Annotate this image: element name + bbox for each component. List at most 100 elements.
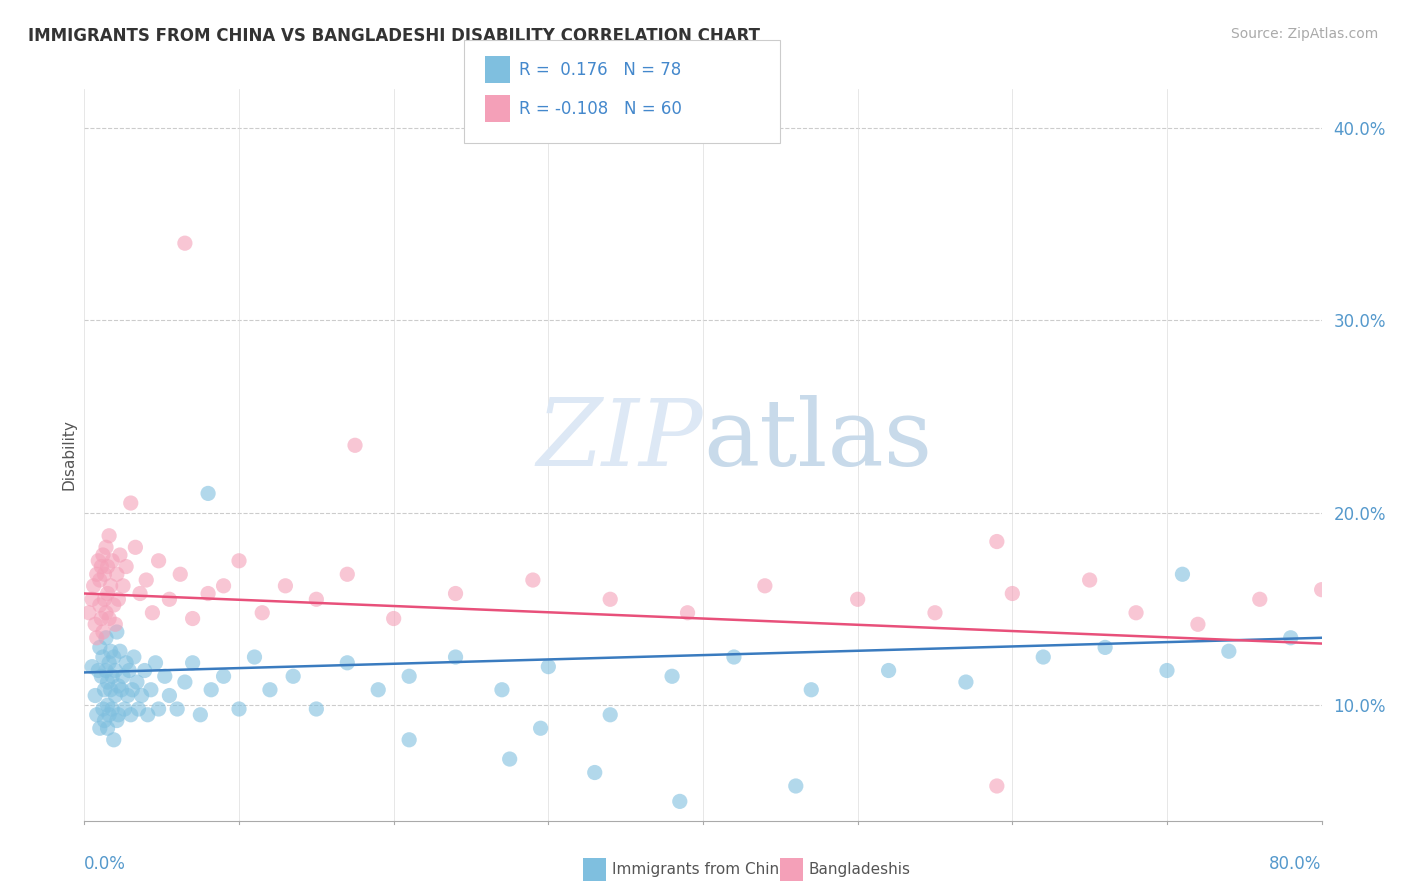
Point (212, 579, 235, 593)
Point (101, 554, 124, 568)
Point (103, 598, 125, 612)
Point (91, 702, 114, 716)
Y-axis label: Disability: Disability (60, 419, 76, 491)
Text: 0.0%: 0.0% (84, 855, 127, 873)
Point (98, 529, 121, 543)
Point (200, 682, 222, 697)
Point (181, 656, 204, 670)
Point (174, 675, 197, 690)
Point (98, 656, 121, 670)
Point (1125, 606, 1147, 620)
Point (188, 707, 211, 722)
Point (159, 592, 180, 607)
Point (259, 682, 281, 697)
Point (1078, 573, 1101, 587)
Point (145, 656, 167, 670)
Point (181, 611, 204, 625)
Point (82, 592, 104, 607)
Point (1156, 664, 1178, 678)
Point (120, 707, 142, 722)
Point (583, 765, 606, 780)
Point (93, 714, 115, 728)
Text: atlas: atlas (703, 395, 932, 485)
Point (115, 656, 138, 670)
Point (1249, 592, 1271, 607)
Point (94, 606, 117, 620)
Point (94, 631, 117, 645)
Point (1187, 617, 1209, 632)
Point (112, 669, 135, 683)
Point (103, 650, 125, 665)
Text: Source: ZipAtlas.com: Source: ZipAtlas.com (1230, 27, 1378, 41)
Point (101, 702, 124, 716)
Point (537, 659, 560, 673)
Point (96, 675, 118, 690)
Point (96, 698, 118, 713)
Point (800, 682, 823, 697)
Point (96, 721, 118, 735)
Text: Immigrants from China: Immigrants from China (612, 863, 789, 877)
Point (1218, 644, 1240, 658)
Point (1001, 586, 1024, 600)
Point (121, 682, 143, 697)
Point (89, 573, 111, 587)
Point (136, 707, 159, 722)
Point (89, 640, 111, 655)
Point (91, 625, 114, 640)
Point (274, 579, 297, 593)
Point (398, 732, 420, 747)
Point (955, 675, 977, 690)
Point (90, 559, 112, 574)
Point (94, 541, 117, 555)
Point (104, 617, 127, 632)
Point (669, 794, 692, 808)
Point (159, 689, 180, 703)
Point (212, 669, 235, 683)
Point (1171, 567, 1194, 582)
Point (93, 567, 115, 582)
Point (120, 496, 142, 510)
Point (127, 702, 149, 716)
Point (90, 611, 112, 625)
Point (100, 644, 122, 658)
Point (86, 567, 108, 582)
Point (723, 650, 745, 665)
Point (134, 664, 156, 678)
Point (114, 702, 136, 716)
Point (108, 548, 131, 562)
Point (93, 682, 115, 697)
Point (96, 586, 118, 600)
Point (250, 606, 273, 620)
Point (100, 682, 122, 697)
Point (169, 567, 191, 582)
Point (98, 707, 121, 722)
Point (1310, 582, 1333, 597)
Point (529, 721, 551, 735)
Point (77, 606, 100, 620)
Point (93, 592, 115, 607)
Point (105, 714, 128, 728)
Point (228, 702, 250, 716)
Text: Bangladeshis: Bangladeshis (808, 863, 911, 877)
Point (305, 702, 328, 716)
Point (104, 689, 127, 703)
Point (110, 682, 132, 697)
Point (336, 656, 359, 670)
Point (125, 675, 148, 690)
Point (86, 631, 108, 645)
Point (228, 554, 250, 568)
Point (367, 682, 389, 697)
Point (131, 689, 153, 703)
Point (754, 579, 776, 593)
Point (382, 611, 405, 625)
Point (343, 438, 366, 452)
Point (124, 541, 146, 555)
Point (243, 650, 266, 665)
Point (197, 586, 219, 600)
Point (87, 664, 110, 678)
Point (98, 611, 121, 625)
Point (174, 236, 197, 251)
Point (599, 707, 621, 722)
Point (1279, 631, 1302, 645)
Point (148, 554, 170, 568)
